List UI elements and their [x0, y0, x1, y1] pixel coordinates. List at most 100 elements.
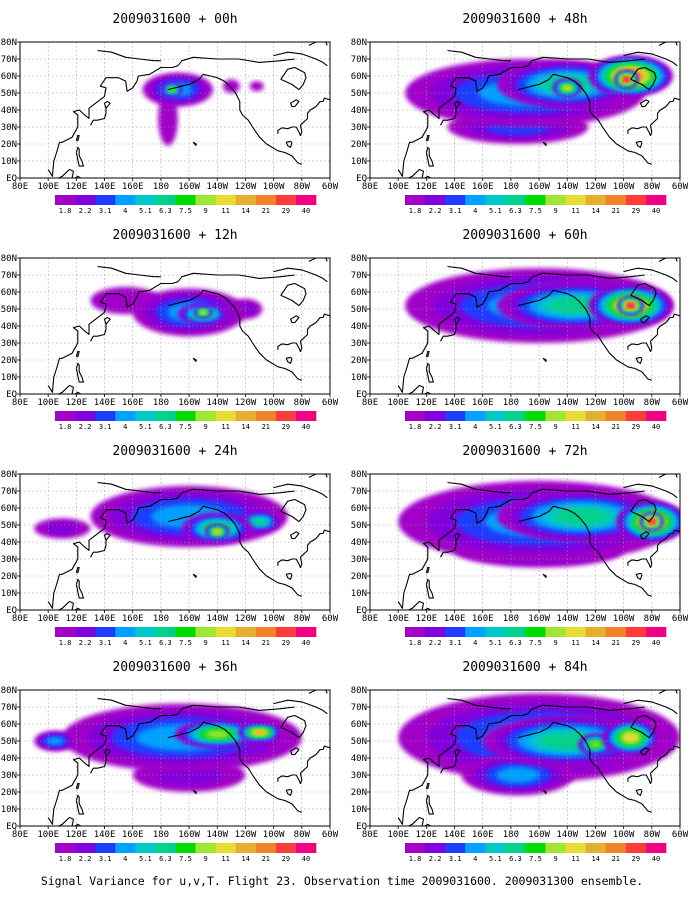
y-tick-label: 40N	[1, 538, 17, 548]
colorbar-swatch	[425, 411, 446, 421]
x-tick-label: 180	[503, 614, 519, 624]
panel-title: 2009031600 + 84h	[462, 660, 587, 675]
coastline	[623, 483, 678, 499]
colorbar-swatch	[75, 411, 96, 421]
colorbar-label: 5.1	[139, 207, 152, 215]
x-tick-label: 80E	[362, 398, 378, 408]
y-tick-label: 40N	[1, 106, 17, 116]
panel-title: 2009031600 + 48h	[462, 12, 587, 27]
coastline	[658, 474, 678, 478]
x-tick-label: 120W	[585, 398, 607, 408]
colorbar-swatch	[405, 195, 426, 205]
y-tick-label: 80N	[351, 686, 367, 696]
contour-level-10	[254, 730, 266, 735]
colorbar-label: 21	[612, 423, 620, 431]
colorbar-swatch	[545, 627, 566, 637]
coastline	[280, 498, 307, 523]
colorbar-swatch	[75, 843, 96, 853]
x-tick-label: 160E	[122, 398, 144, 408]
colorbar-swatch	[485, 843, 506, 853]
colorbar-swatch	[55, 195, 76, 205]
x-tick-label: 180	[153, 614, 169, 624]
coastline	[277, 313, 330, 353]
coastline	[440, 316, 461, 342]
colorbar-label: 4	[473, 423, 477, 431]
y-tick-label: 80N	[351, 38, 367, 48]
y-tick-label: 70N	[351, 55, 367, 65]
coastlines	[47, 258, 330, 394]
colorbar-label: 3.1	[449, 855, 462, 863]
coastline	[277, 529, 330, 569]
y-tick-label: 50N	[1, 89, 17, 99]
y-tick-label: 60N	[351, 72, 367, 82]
coastline	[447, 697, 511, 710]
coastline	[273, 699, 328, 715]
coastline	[627, 313, 680, 353]
coastline	[407, 384, 425, 394]
y-tick-label: EQ	[356, 606, 367, 616]
colorbar-label: 1.8	[409, 855, 422, 863]
colorbar-swatch	[645, 195, 667, 205]
coastline	[425, 146, 434, 167]
colorbar-swatch	[585, 627, 607, 637]
y-tick-label: 30N	[351, 339, 367, 349]
colorbar-label: 14	[242, 423, 250, 431]
coastline	[90, 316, 111, 342]
y-tick-label: 10N	[351, 805, 367, 815]
contour-level-4	[47, 737, 64, 745]
coastline	[517, 733, 533, 739]
y-tick-label: 50N	[351, 521, 367, 531]
x-tick-label: 80E	[12, 614, 28, 624]
colorbar-swatch	[525, 411, 546, 421]
gridlines	[370, 474, 680, 610]
colorbar-swatch	[605, 411, 627, 421]
colorbar-swatch	[175, 411, 196, 421]
coastline	[425, 794, 434, 815]
colorbar-label: 40	[302, 855, 310, 863]
coastline	[97, 697, 161, 710]
coastline	[192, 789, 197, 795]
colorbar-swatch	[235, 843, 257, 853]
y-tick-label: 30N	[1, 555, 17, 565]
x-tick-label: 140E	[94, 830, 116, 840]
colorbar-swatch	[565, 195, 586, 205]
colorbar-label: 9	[553, 423, 557, 431]
coastline	[517, 85, 533, 91]
colorbar-label: 1.8	[409, 207, 422, 215]
y-tick-label: EQ	[6, 606, 17, 616]
coastline	[630, 282, 657, 307]
coastline	[289, 531, 300, 540]
y-tick-label: 70N	[1, 55, 17, 65]
colorbar-swatch	[155, 411, 176, 421]
contour-level-13	[623, 77, 630, 82]
coastline	[635, 788, 643, 796]
y-tick-label: EQ	[356, 174, 367, 184]
y-tick-label: 40N	[351, 322, 367, 332]
x-tick-label: 120E	[416, 398, 438, 408]
coastline	[425, 134, 430, 142]
colorbar-swatch	[255, 843, 277, 853]
colorbar-swatch	[585, 411, 607, 421]
colorbar-label: 21	[262, 855, 270, 863]
map-panel-5: 2009031600 + 24h 80E 100E 120E 140E 160E 180 16…	[1, 444, 339, 647]
x-tick-label: 140E	[94, 614, 116, 624]
colorbar-swatch	[155, 627, 176, 637]
coastline	[285, 140, 293, 148]
y-tick-label: 50N	[351, 89, 367, 99]
colorbar: 1.8 2.2 3.1 4 5.1 6.3 7.5 9 11 14 21 29 40	[405, 627, 667, 647]
x-tick-label: 80W	[294, 830, 311, 840]
map-panel-3: 2009031600 + 12h 80E 100E 120E 140E 160E 180 16…	[1, 228, 339, 431]
x-tick-label: 140W	[206, 830, 228, 840]
y-tick-label: 60N	[1, 288, 17, 298]
colorbar-swatch	[465, 843, 486, 853]
colorbar-swatch	[155, 195, 176, 205]
coastline	[639, 315, 650, 324]
colorbar-swatch	[175, 843, 196, 853]
colorbar-label: 1.8	[59, 855, 72, 863]
coastline	[75, 794, 84, 815]
x-tick-label: 60W	[322, 398, 339, 408]
colorbar-swatch	[115, 195, 136, 205]
y-tick-label: 30N	[1, 771, 17, 781]
colorbar-swatch	[195, 627, 216, 637]
colorbar-label: 40	[302, 639, 310, 647]
